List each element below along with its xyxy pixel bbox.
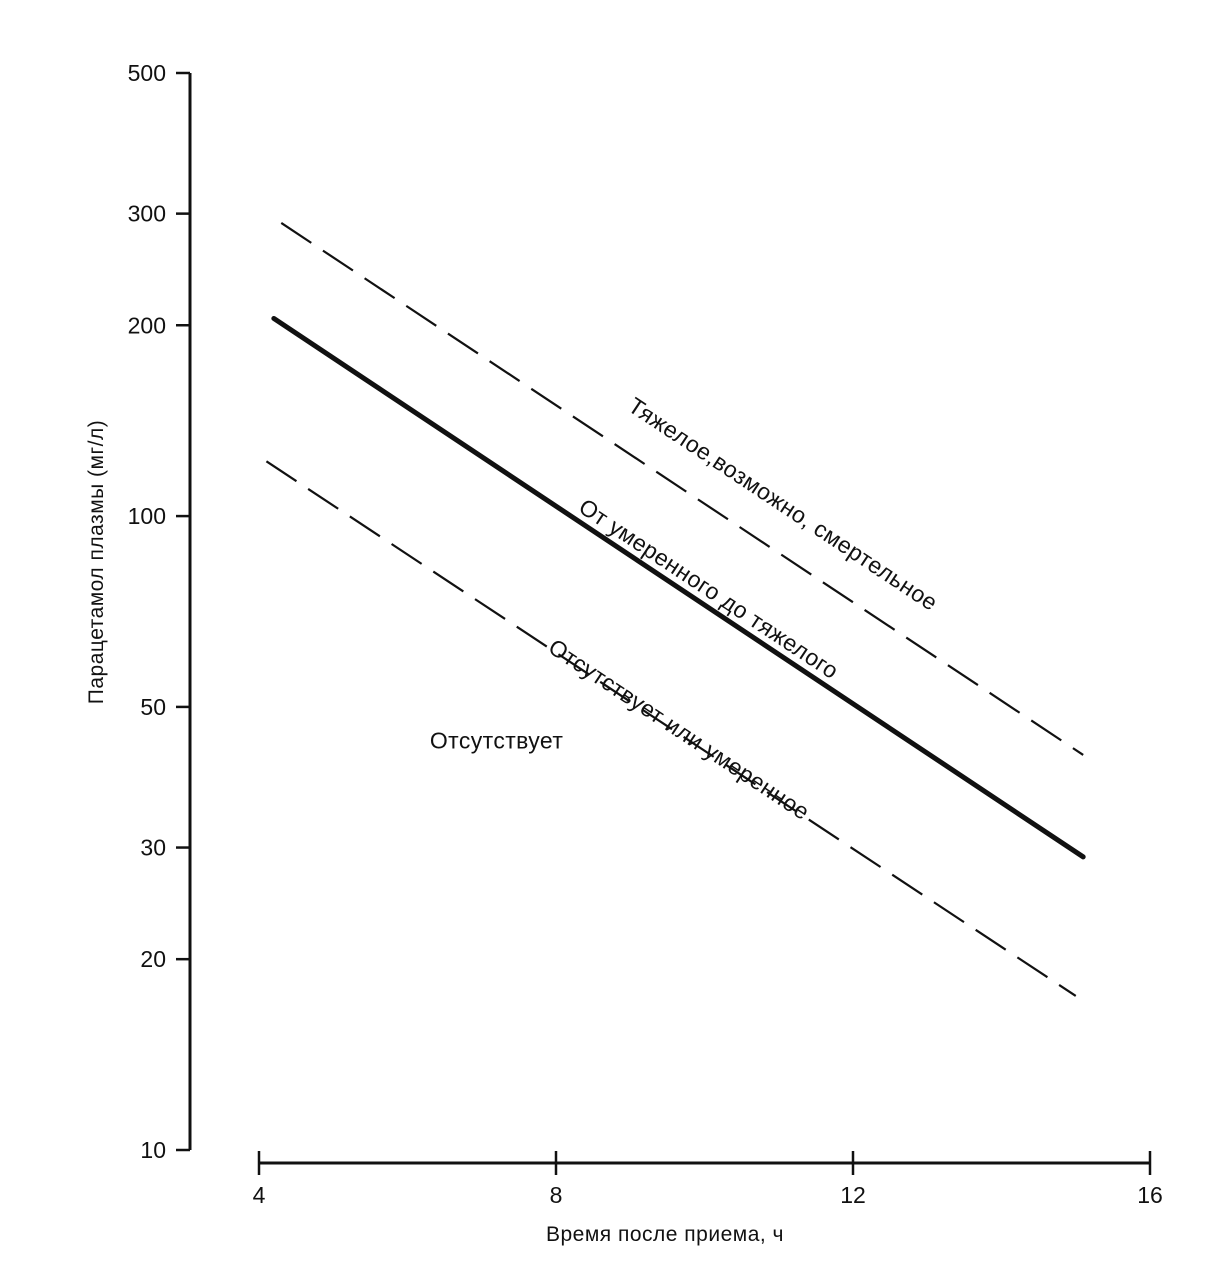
y-tick-label: 500 xyxy=(128,60,166,86)
x-tick-label: 4 xyxy=(253,1182,266,1208)
x-tick-label: 16 xyxy=(1137,1182,1163,1208)
y-tick-label: 100 xyxy=(128,503,166,529)
series-group xyxy=(265,222,1086,997)
zone-label-none-moderate: Отсутствует или умеренное xyxy=(544,633,814,825)
x-axis-title: Время после приема, ч xyxy=(546,1223,784,1246)
lower-dashed-line xyxy=(265,460,1077,997)
x-tick-label: 8 xyxy=(550,1182,563,1208)
middle-solid-line xyxy=(271,315,1086,860)
x-ticks: 4 8 12 16 xyxy=(253,1151,1163,1208)
y-axis-title: Парацетамол плазмы (мг/л) xyxy=(85,420,108,704)
zone-label-none: Отсутствует xyxy=(430,727,563,753)
y-tick-label: 200 xyxy=(128,312,166,338)
y-tick-label: 10 xyxy=(140,1137,166,1163)
x-tick-label: 12 xyxy=(840,1182,866,1208)
y-tick-label: 20 xyxy=(140,946,166,972)
y-tick-label: 300 xyxy=(128,201,166,227)
plot-area: 10 20 30 50 100 200 300 500 4 8 12 16 Тяжелое,возм… xyxy=(85,60,1163,1246)
y-ticks: 10 20 30 50 100 200 300 500 xyxy=(128,60,190,1163)
upper-dashed-line xyxy=(280,222,1084,756)
y-tick-label: 50 xyxy=(140,694,166,720)
y-tick-label: 30 xyxy=(140,835,166,861)
